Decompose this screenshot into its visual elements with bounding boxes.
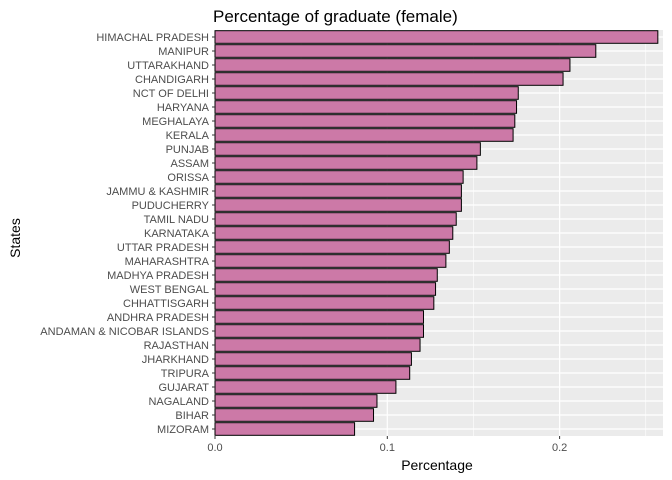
y-tick-label: GUJARAT [158, 382, 209, 394]
bar [214, 100, 518, 114]
y-tick-label: ANDAMAN & NICOBAR ISLANDS [40, 326, 209, 338]
bar [214, 142, 481, 156]
y-tick-label: TAMIL NADU [144, 214, 209, 226]
bar [214, 170, 464, 184]
bar [214, 310, 424, 324]
bar [214, 44, 597, 58]
y-tick-label: WEST BENGAL [130, 284, 209, 296]
bar [214, 296, 435, 310]
bar [214, 198, 462, 212]
y-tick-label: RAJASTHAN [144, 340, 209, 352]
bar [214, 184, 462, 198]
bar [214, 254, 447, 268]
y-tick-label: MANIPUR [158, 46, 209, 58]
bar [214, 240, 450, 254]
y-axis-title: States [7, 218, 23, 258]
bar [214, 86, 519, 100]
x-axis: 0.0 0.1 0.2 [207, 436, 567, 454]
y-tick-label: UTTARAKHAND [127, 60, 209, 72]
chart-title: Percentage of graduate (female) [213, 7, 458, 26]
bar [214, 338, 421, 352]
y-tick-label: JAMMU & KASHMIR [106, 186, 209, 198]
bar [214, 422, 356, 436]
y-tick-label: MADHYA PRADESH [107, 270, 209, 282]
bar [214, 324, 424, 338]
bar [214, 394, 378, 408]
y-axis: HIMACHAL PRADESH MANIPUR UTTARAKHAND CHANDI… [40, 32, 215, 436]
y-tick-label: PUNJAB [166, 144, 209, 156]
y-tick-label: KARNATAKA [144, 228, 210, 240]
y-tick-label: TRIPURA [161, 368, 210, 380]
y-tick-label: ASSAM [170, 158, 209, 170]
y-tick-label: JHARKHAND [142, 354, 209, 366]
bar [214, 366, 411, 380]
bar [214, 114, 516, 128]
y-tick-label: MIZORAM [157, 424, 209, 436]
bar [214, 226, 454, 240]
y-tick-label: KERALA [166, 130, 210, 142]
y-tick-label: ANDHRA PRADESH [107, 312, 209, 324]
bars [214, 30, 659, 436]
y-tick-label: CHANDIGARH [135, 74, 209, 86]
y-tick-label: NAGALAND [148, 396, 209, 408]
bar [214, 268, 438, 282]
bar [214, 30, 659, 44]
y-tick-label: ORISSA [167, 172, 209, 184]
bar [214, 58, 571, 72]
bar [214, 282, 437, 296]
x-tick-label: 0.1 [380, 442, 395, 454]
bar [214, 380, 397, 394]
y-tick-label: MEGHALAYA [142, 116, 209, 128]
y-tick-label: HIMACHAL PRADESH [96, 32, 209, 44]
y-tick-label: MAHARASHTRA [125, 256, 210, 268]
y-tick-label: CHHATTISGARH [123, 298, 209, 310]
bar [214, 212, 457, 226]
y-tick-label: HARYANA [157, 102, 210, 114]
x-tick-label: 0.2 [552, 442, 567, 454]
bar [214, 128, 514, 142]
y-tick-label: BIHAR [175, 410, 209, 422]
x-tick-label: 0.0 [207, 442, 222, 454]
bar [214, 352, 412, 366]
y-tick-label: NCT OF DELHI [133, 88, 209, 100]
bar [214, 408, 375, 422]
x-axis-title: Percentage [401, 457, 473, 473]
bar [214, 72, 564, 86]
y-tick-label: UTTAR PRADESH [117, 242, 209, 254]
bar [214, 156, 478, 170]
y-tick-label: PUDUCHERRY [132, 200, 210, 212]
